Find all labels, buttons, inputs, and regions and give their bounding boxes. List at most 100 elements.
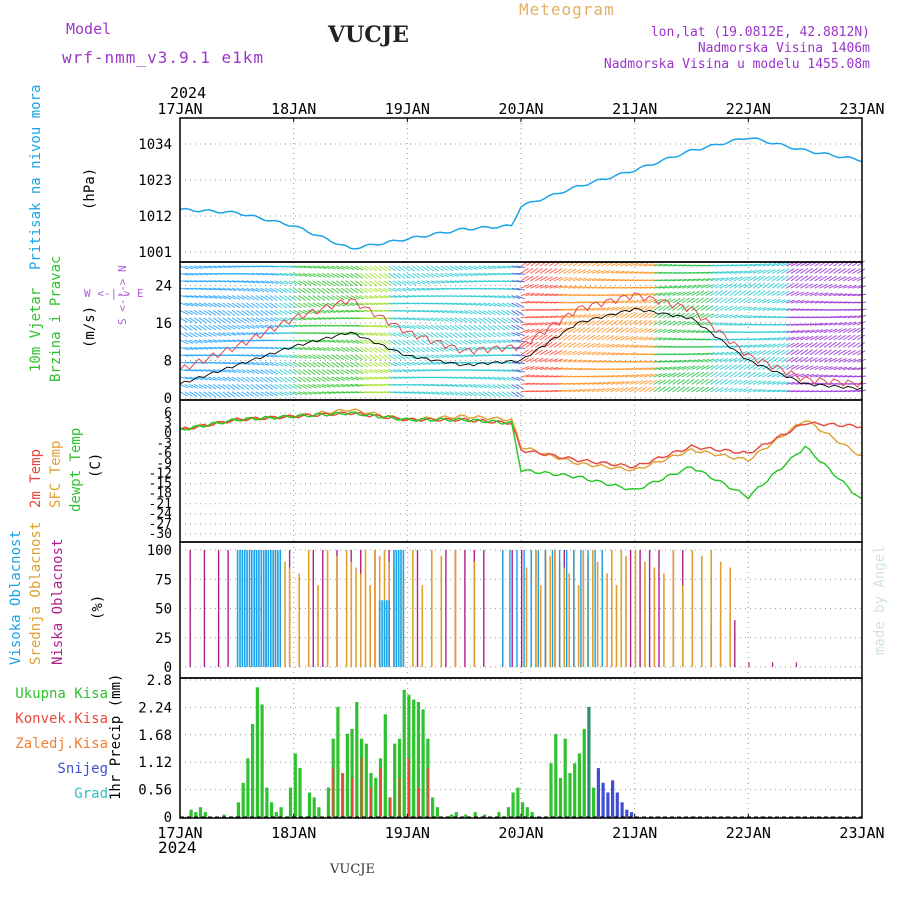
wind-barb: [208, 295, 218, 299]
wind-barb: [568, 334, 577, 341]
wind-barb: [677, 285, 687, 289]
wind-barb: [497, 302, 506, 308]
wind-barb: [705, 322, 715, 326]
cloud-bar: [596, 561, 599, 667]
wind-barb: [667, 291, 677, 297]
wind-barb: [596, 381, 606, 385]
wind-barb: [407, 265, 416, 272]
wind-barb: [274, 265, 284, 268]
wind-barb: [743, 290, 752, 297]
wind-barb: [795, 308, 805, 311]
wind-barb: [662, 291, 672, 297]
wind-barb: [663, 279, 673, 282]
wind-barb: [388, 280, 397, 286]
wind-barb: [819, 316, 829, 319]
wind-barb: [288, 391, 298, 396]
wind-barb: [421, 354, 430, 359]
wind-barb: [757, 298, 767, 304]
wind-barb: [847, 293, 857, 297]
wind-barb: [222, 391, 231, 398]
wind-barb: [672, 386, 681, 393]
wind-barb: [426, 332, 435, 338]
wind-barb: [260, 361, 270, 366]
wind-barb: [520, 267, 529, 274]
wind-barb: [828, 382, 838, 385]
wind-barb: [506, 391, 515, 398]
wind-barb: [710, 277, 720, 282]
wind-barb: [374, 317, 384, 320]
wind-barb: [440, 309, 450, 314]
wind-barb: [667, 264, 677, 267]
wind-barb: [856, 342, 866, 348]
wind-barb: [852, 327, 861, 334]
wind-barb: [246, 317, 255, 323]
wind-barb: [227, 317, 236, 324]
wind-barb: [558, 276, 568, 282]
wind-barb: [326, 280, 335, 287]
wind-barb: [625, 374, 635, 378]
wind-barb: [587, 327, 595, 334]
wind-barb: [269, 354, 279, 358]
wind-barb: [482, 332, 492, 338]
wind-barb: [563, 268, 572, 274]
wind-barb: [288, 302, 297, 309]
wind-barb: [847, 367, 857, 371]
wind-barb: [497, 391, 506, 398]
wind-barb: [785, 356, 794, 363]
wind-barb: [700, 290, 709, 297]
wind-barb: [250, 332, 260, 335]
wind-barb: [525, 301, 535, 304]
wind-barb: [733, 388, 743, 393]
wind-barb: [231, 369, 241, 374]
wind-barb: [558, 327, 567, 334]
precip-bar: [293, 753, 297, 817]
wind-barb: [307, 272, 317, 278]
wind-barb: [260, 309, 269, 316]
wind-barb: [748, 364, 757, 371]
wind-barb: [222, 295, 232, 300]
wind-barb: [350, 369, 359, 375]
precip-bar: [312, 797, 316, 817]
wind-barb: [748, 276, 757, 282]
precip-conv-bar: [398, 777, 401, 817]
wind-barb: [203, 383, 212, 390]
wind-barb: [463, 391, 473, 397]
wind-barb: [359, 265, 369, 271]
year-bottom: 2024: [158, 838, 197, 857]
wind-barb: [842, 293, 852, 297]
wind-barb: [312, 369, 321, 376]
wind-barb: [430, 302, 440, 305]
precip-bar: [464, 814, 468, 817]
wind-barb: [179, 324, 188, 331]
wind-barb: [255, 272, 265, 276]
wind-barb: [392, 339, 401, 346]
wind-barb: [378, 361, 388, 367]
wind-barb: [189, 391, 198, 398]
wind-barb: [492, 354, 502, 357]
wind-barb: [359, 302, 369, 306]
wind-barb: [430, 280, 440, 284]
wind-barb: [681, 264, 692, 267]
wind-barb: [241, 287, 251, 292]
wind-barb: [653, 328, 663, 334]
wind-barb: [364, 272, 373, 279]
wind-barb: [762, 389, 772, 393]
wind-barb: [587, 342, 596, 348]
wind-barb: [274, 295, 283, 302]
precip-bar: [554, 733, 558, 817]
wind-barb: [838, 334, 847, 341]
wind-barb: [492, 369, 502, 372]
wind-barb: [686, 312, 695, 319]
wind-barb: [800, 390, 810, 393]
wind-barb: [194, 354, 204, 357]
wind-barb: [312, 302, 321, 308]
wind-barb: [392, 332, 402, 338]
wind-barb: [833, 322, 843, 326]
wind-barb: [814, 283, 823, 289]
wind-barb: [672, 359, 682, 363]
wind-barb: [582, 301, 592, 304]
wind-barb: [378, 339, 387, 345]
wind-barb: [212, 309, 221, 316]
wind-barb: [767, 330, 777, 334]
wind-barb: [786, 381, 796, 385]
